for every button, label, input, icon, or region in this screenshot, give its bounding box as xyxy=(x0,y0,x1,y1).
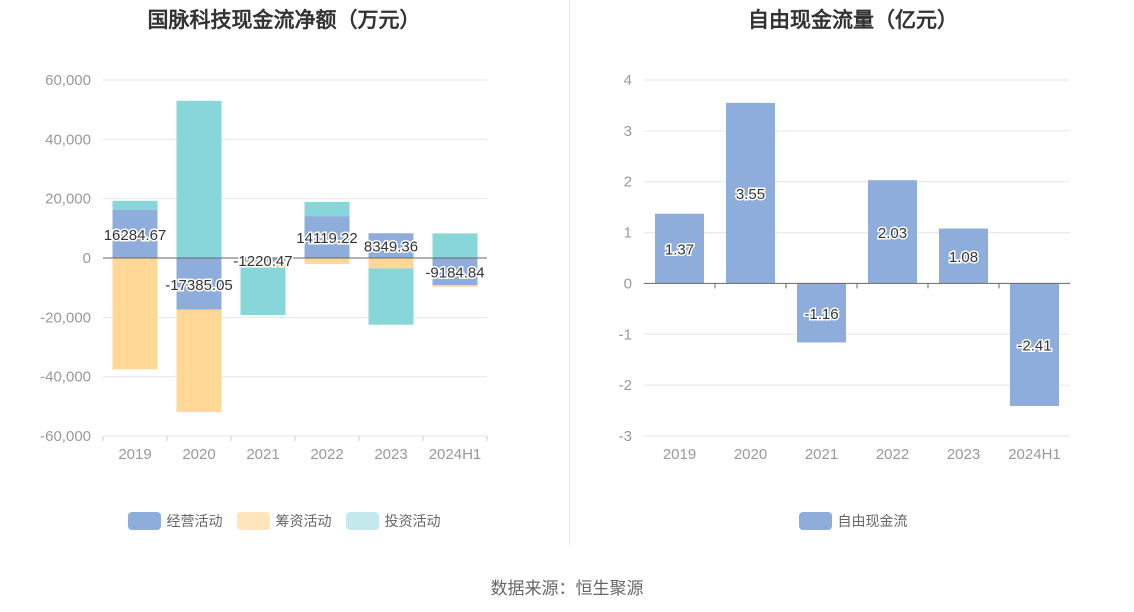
bar xyxy=(240,267,286,316)
x-tick-label: 2022 xyxy=(310,446,343,463)
bar xyxy=(655,213,704,284)
x-tick-label: 2022 xyxy=(876,446,909,463)
y-tick-label: 40,000 xyxy=(45,131,91,148)
legend: 自由现金流 xyxy=(572,511,1134,531)
y-tick-label: 1 xyxy=(624,225,632,242)
bar xyxy=(176,100,222,259)
y-tick-label: -3 xyxy=(619,428,632,445)
legend-label: 自由现金流 xyxy=(837,513,908,529)
legend-label: 经营活动 xyxy=(166,513,223,529)
bar xyxy=(797,283,846,343)
data-label: -2.41 xyxy=(1017,338,1051,355)
x-tick-label: 2024H1 xyxy=(1008,446,1061,463)
chart-title: 国脉科技现金流净额（万元） xyxy=(147,9,421,32)
y-tick-label: 0 xyxy=(83,250,91,267)
bar xyxy=(432,233,478,258)
y-tick-label: 3 xyxy=(624,123,632,140)
y-tick-label: 2 xyxy=(624,174,632,191)
legend-item[interactable]: 筹资活动 xyxy=(236,511,332,531)
bar xyxy=(112,209,158,258)
legend-swatch xyxy=(798,512,832,530)
x-tick-label: 2019 xyxy=(663,446,696,463)
x-tick-label: 2021 xyxy=(246,446,279,463)
bar xyxy=(176,258,222,310)
panel-divider xyxy=(569,0,570,545)
data-label: 2.03 xyxy=(878,225,907,242)
free-cashflow-chart: 4 3 2 1 0 -1 -2 -3 2019 2020 2021 2022 2023 2024H1 1.3… xyxy=(619,72,1070,463)
x-tick-label: 2024H1 xyxy=(429,446,482,463)
data-label: 1.08 xyxy=(949,249,978,266)
bar xyxy=(112,200,158,210)
data-label: -1.16 xyxy=(804,306,838,323)
legend-item[interactable]: 投资活动 xyxy=(345,511,441,531)
data-label: 1.37 xyxy=(665,242,694,259)
y-tick-label: -40,000 xyxy=(40,369,91,386)
legend: 经营活动 筹资活动 投资活动 xyxy=(0,511,568,531)
bar xyxy=(939,228,988,284)
x-tick-label: 2020 xyxy=(734,446,767,463)
y-tick-label: -20,000 xyxy=(40,309,91,326)
bar xyxy=(176,309,222,412)
data-label: -17385.05 xyxy=(165,277,233,294)
legend-item[interactable]: 经营活动 xyxy=(127,511,223,531)
bar xyxy=(1010,283,1059,406)
data-label: -9184.84 xyxy=(425,265,484,282)
bar xyxy=(868,180,917,284)
data-label: 16284.67 xyxy=(104,227,167,244)
bar xyxy=(368,258,414,269)
y-tick-label: -60,000 xyxy=(40,428,91,445)
bar xyxy=(112,258,158,370)
data-label: 8349.36 xyxy=(364,239,418,256)
data-label: 14119.22 xyxy=(296,230,357,247)
bar xyxy=(240,258,286,262)
data-label: 3.55 xyxy=(736,186,765,203)
x-tick-label: 2019 xyxy=(118,446,151,463)
data-source-label: 数据来源：恒生聚源 xyxy=(490,579,644,598)
bar xyxy=(304,258,350,264)
x-tick-label: 2020 xyxy=(182,446,215,463)
data-label: -1220.47 xyxy=(233,253,292,270)
legend-label: 投资活动 xyxy=(384,513,441,529)
bar xyxy=(726,102,775,284)
x-tick-label: 2023 xyxy=(947,446,980,463)
bar xyxy=(304,216,350,258)
y-tick-label: 60,000 xyxy=(45,72,91,89)
cashflow-net-panel: 国脉科技现金流净额（万元） 60,000 40,000 20,000 0 -20,000… xyxy=(0,0,568,545)
chart-title: 自由现金流量（亿元） xyxy=(748,9,958,32)
legend-swatch xyxy=(345,512,379,530)
bar xyxy=(368,233,414,258)
bar xyxy=(368,268,414,325)
legend-swatch xyxy=(127,512,161,530)
free-cashflow-panel: 自由现金流量（亿元） 4 3 2 1 0 -1 -2 -3 2019 2020 2021 2022 20… xyxy=(572,0,1134,545)
bar xyxy=(432,258,478,286)
y-tick-label: -1 xyxy=(619,326,632,343)
y-tick-label: 0 xyxy=(624,275,632,292)
bar xyxy=(240,261,286,268)
bar xyxy=(432,285,478,287)
x-tick-label: 2021 xyxy=(805,446,838,463)
bar xyxy=(304,201,350,217)
y-tick-label: 20,000 xyxy=(45,191,91,208)
legend-item[interactable]: 自由现金流 xyxy=(798,511,908,531)
legend-label: 筹资活动 xyxy=(275,513,332,529)
cashflow-net-chart: 60,000 40,000 20,000 0 -20,000 -40,000 -60,000… xyxy=(40,72,488,463)
x-tick-label: 2023 xyxy=(374,446,407,463)
y-tick-label: -2 xyxy=(619,377,632,394)
y-tick-label: 4 xyxy=(624,72,632,89)
legend-swatch xyxy=(236,512,270,530)
